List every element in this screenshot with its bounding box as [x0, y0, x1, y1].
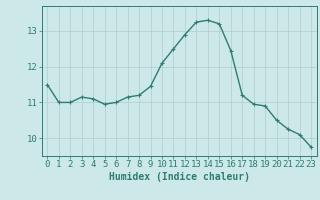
X-axis label: Humidex (Indice chaleur): Humidex (Indice chaleur) [109, 172, 250, 182]
